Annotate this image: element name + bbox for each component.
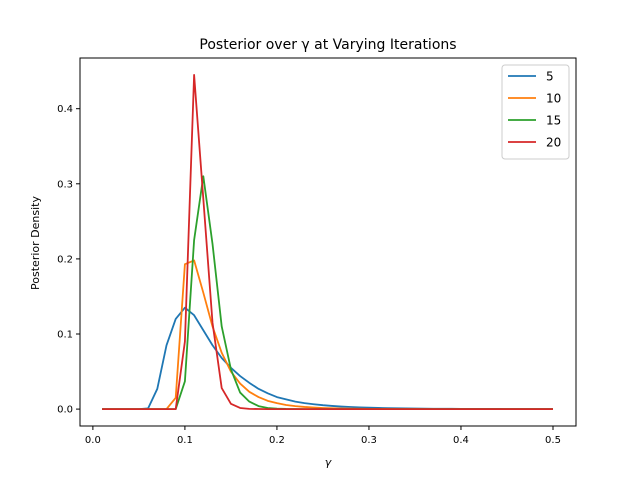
- legend-label-20: 20: [546, 136, 561, 150]
- y-tick-label: 0.2: [57, 254, 73, 265]
- axes-frame: [79, 57, 577, 427]
- x-tick-label: 0.3: [361, 435, 377, 446]
- plot-area: 0.0 0.1 0.2 0.3 0.4 0.5 0.0 0.1 0.2 0.3 0.4 5 10 15 20: [57, 57, 577, 446]
- legend-label-15: 15: [546, 114, 561, 128]
- x-tick-label: 0.5: [545, 435, 561, 446]
- chart-title: Posterior over γ at Varying Iterations: [199, 37, 456, 53]
- x-tick-label: 0.4: [453, 435, 469, 446]
- y-tick-label: 0.1: [57, 330, 73, 341]
- y-tick-label: 0.0: [57, 405, 73, 416]
- x-tick-label: 0.1: [177, 435, 193, 446]
- x-tick-label: 0.2: [269, 435, 285, 446]
- series-line-20: [102, 74, 553, 411]
- legend-label-5: 5: [546, 70, 554, 84]
- y-tick-label: 0.4: [57, 104, 73, 115]
- legend-box: [501, 64, 570, 160]
- y-axis-label: Posterior Density: [29, 196, 42, 290]
- y-tick-label: 0.3: [57, 179, 73, 190]
- x-axis-label: γ: [325, 456, 332, 469]
- legend-label-10: 10: [546, 92, 561, 106]
- x-tick-label: 0.0: [85, 435, 101, 446]
